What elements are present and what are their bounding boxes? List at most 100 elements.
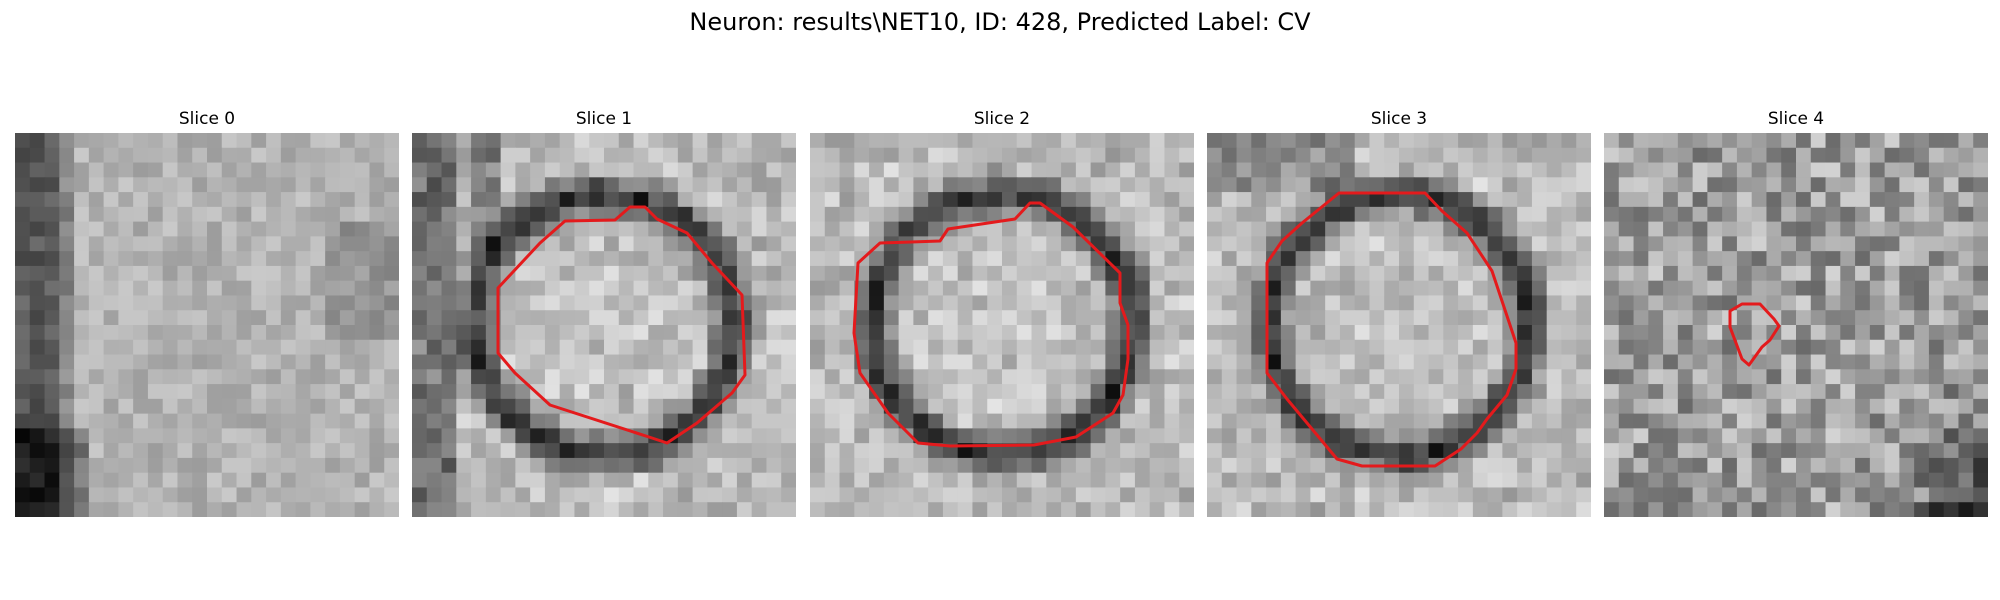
pixel: [1722, 487, 1738, 503]
pixel: [177, 236, 193, 252]
pixel: [1736, 325, 1753, 341]
pixel: [1781, 310, 1797, 326]
pixel: [707, 147, 723, 164]
pixel: [1973, 325, 1988, 341]
pixel: [1090, 162, 1106, 178]
pixel: [1413, 192, 1430, 208]
pixel: [898, 310, 914, 326]
pixel: [280, 339, 297, 356]
pixel: [1781, 206, 1797, 223]
pixel: [1280, 369, 1297, 385]
pixel: [1546, 369, 1563, 385]
pixel: [15, 162, 31, 178]
pixel: [604, 428, 620, 444]
pixel: [530, 428, 546, 444]
pixel: [339, 206, 356, 223]
pixel: [1781, 443, 1797, 459]
pixel: [1458, 487, 1474, 503]
pixel: [88, 162, 105, 178]
pixel: [1736, 428, 1753, 444]
pixel: [266, 251, 282, 267]
pixel: [942, 206, 959, 223]
pixel: [1648, 457, 1664, 474]
pixel: [766, 133, 782, 149]
pixel: [1325, 354, 1341, 370]
pixel: [1707, 251, 1723, 267]
pixel: [1973, 192, 1988, 208]
pixel: [1487, 472, 1503, 489]
pixel: [1221, 457, 1238, 474]
pixel: [1031, 384, 1047, 400]
pixel: [648, 369, 664, 385]
pixel: [1576, 192, 1591, 208]
pixel: [74, 310, 90, 326]
pixel: [1677, 354, 1694, 370]
pixel: [1179, 384, 1194, 400]
pixel: [192, 487, 208, 503]
pixel: [1090, 310, 1106, 326]
pixel: [928, 369, 944, 385]
pixel: [1002, 133, 1018, 149]
pixel: [251, 487, 267, 503]
pixel: [310, 192, 326, 208]
pixel: [766, 487, 782, 503]
pixel: [530, 133, 546, 149]
pixel: [589, 147, 605, 164]
pixel: [604, 265, 620, 282]
pixel: [310, 428, 326, 444]
pixel: [544, 472, 561, 489]
pixel: [1707, 413, 1723, 429]
pixel: [1796, 443, 1812, 459]
pixel: [957, 384, 974, 400]
pixel: [1958, 339, 1974, 356]
pixel: [251, 457, 267, 474]
pixel: [266, 295, 282, 311]
pixel: [1943, 339, 1960, 356]
pixel: [1781, 265, 1797, 282]
pixel: [1075, 443, 1092, 459]
pixel: [1648, 398, 1664, 415]
pixel: [1016, 147, 1033, 164]
pixel: [162, 310, 179, 326]
pixel: [280, 502, 297, 517]
pixel: [1295, 162, 1311, 178]
pixel: [1339, 354, 1356, 370]
pixel: [898, 177, 914, 193]
pixel: [15, 236, 31, 252]
pixel: [1061, 413, 1077, 429]
pixel: [1884, 295, 1900, 311]
pixel: [677, 325, 694, 341]
pixel: [29, 162, 46, 178]
pixel: [1236, 413, 1252, 429]
pixel: [1840, 133, 1856, 149]
pixel: [1973, 265, 1988, 282]
pixel: [1618, 472, 1635, 489]
pixel: [839, 192, 855, 208]
pixel: [1576, 147, 1591, 164]
pixel: [1855, 384, 1871, 400]
pixel: [1663, 339, 1679, 356]
pixel: [530, 457, 546, 474]
pixel: [1384, 413, 1400, 429]
pixel: [103, 236, 119, 252]
pixel: [354, 384, 371, 400]
pixel: [1825, 265, 1841, 282]
pixel: [1134, 369, 1151, 385]
pixel: [1046, 147, 1062, 164]
pixel: [677, 310, 694, 326]
pixel: [1413, 280, 1430, 297]
pixel: [1325, 413, 1341, 429]
pixel: [618, 147, 635, 164]
pixel: [707, 472, 723, 489]
pixel: [177, 251, 193, 267]
pixel: [1517, 280, 1533, 297]
pixel: [1810, 472, 1827, 489]
pixel: [1899, 147, 1915, 164]
pixel: [1884, 472, 1900, 489]
pixel: [1958, 295, 1974, 311]
pixel: [1221, 192, 1238, 208]
pixel: [103, 457, 119, 474]
pixel: [1075, 325, 1092, 341]
pixel: [354, 413, 371, 429]
pixel: [1766, 472, 1782, 489]
